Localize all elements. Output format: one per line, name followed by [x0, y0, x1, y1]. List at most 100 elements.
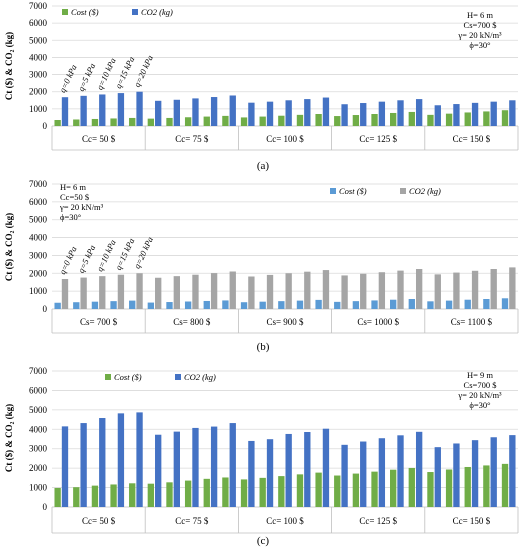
bar-cost: [54, 302, 61, 309]
bar-co2: [210, 273, 218, 309]
y-tick-label: 3000: [29, 444, 48, 454]
bar-co2: [490, 437, 497, 507]
bar-co2: [61, 426, 69, 507]
group-label: Cc= 50 $: [82, 134, 116, 144]
bar-cost: [315, 472, 322, 507]
bar-cost: [203, 300, 210, 309]
bar-co2: [341, 275, 348, 309]
y-tick-label: 0: [43, 121, 48, 131]
legend-label: CO2 (kg): [409, 186, 441, 196]
legend-swatch: [105, 374, 111, 380]
bar-cost: [278, 301, 285, 309]
bar-co2: [509, 267, 516, 309]
y-tick-label: 5000: [29, 215, 48, 225]
bar-co2: [378, 101, 386, 126]
bar-cost: [278, 476, 285, 507]
y-tick-label: 6000: [29, 18, 48, 28]
panel-caption: (b): [257, 341, 270, 353]
bar-co2: [453, 272, 460, 309]
bar-co2: [471, 440, 479, 507]
bar-co2: [360, 273, 367, 309]
bar-cost: [296, 474, 304, 507]
bar-co2: [136, 412, 143, 507]
params-line: ϕ=30°: [469, 40, 490, 50]
y-tick-label: 7000: [29, 1, 48, 11]
bar-cost: [352, 473, 360, 507]
y-tick-label: 1000: [29, 104, 48, 114]
bar-cost: [129, 117, 136, 126]
bar-cost: [334, 116, 341, 126]
group-label: Cc= 75 $: [175, 134, 209, 144]
bar-co2: [471, 270, 479, 309]
bar-cost: [483, 111, 490, 126]
bar-co2: [248, 102, 255, 126]
bar-cost: [129, 300, 136, 309]
bar-cost: [54, 120, 61, 126]
bar-cost: [315, 299, 322, 309]
bar-co2: [285, 433, 292, 507]
q-label: q=0 kPa: [57, 63, 79, 94]
params-line: γ= 20 kN/m³: [457, 30, 502, 40]
bar-cost: [464, 299, 471, 309]
bar-co2: [80, 95, 87, 126]
params-line: γ= 20 kN/m³: [457, 390, 502, 400]
bar-co2: [322, 97, 330, 126]
group-label: Cs= 1100 $: [451, 317, 493, 327]
bar-co2: [266, 439, 274, 507]
params-line: γ= 20 kN/m³: [59, 202, 104, 212]
bar-cost: [110, 301, 117, 309]
y-tick-label: 7000: [29, 179, 48, 189]
bar-cost: [184, 480, 192, 507]
bar-cost: [54, 487, 61, 507]
bar-co2: [490, 269, 497, 309]
y-tick-label: 1000: [29, 286, 48, 296]
bar-co2: [61, 279, 69, 309]
bar-co2: [173, 276, 180, 309]
legend-swatch: [62, 9, 68, 15]
y-tick-label: 6000: [29, 385, 48, 395]
bar-cost: [110, 484, 117, 507]
legend-label: CO2 (kg): [141, 7, 173, 17]
y-axis-label: Ct ($) & CO₂ (kg): [4, 213, 14, 281]
panel-caption: (a): [257, 160, 270, 172]
bar-cost: [408, 467, 415, 507]
q-label: q=5 kPa: [76, 62, 98, 93]
y-axis-label: Ct ($) & CO₂ (kg): [4, 32, 14, 100]
bar-co2: [415, 269, 423, 309]
bar-cost: [222, 300, 229, 309]
bar-cost: [129, 483, 136, 507]
params-line: H= 9 m: [467, 370, 493, 380]
bar-co2: [173, 99, 180, 126]
bar-co2: [509, 435, 516, 507]
bar-co2: [304, 271, 311, 309]
bar-co2: [341, 444, 348, 507]
bar-co2: [490, 101, 497, 126]
bar-cost: [371, 114, 378, 126]
bar-cost: [371, 471, 378, 507]
bar-cost: [501, 110, 509, 126]
y-tick-label: 4000: [29, 424, 48, 434]
bar-co2: [210, 97, 218, 126]
bar-cost: [259, 477, 266, 507]
bar-co2: [285, 100, 292, 126]
bar-cost: [184, 301, 192, 309]
legend-swatch: [175, 374, 181, 380]
params-line: ϕ=30°: [60, 212, 81, 222]
y-tick-label: 2000: [29, 268, 48, 278]
bar-co2: [117, 413, 125, 507]
bar-co2: [192, 274, 199, 309]
bar-co2: [229, 271, 236, 309]
chart-panel-3: 0 1000 2000 3000 4000 5000 6000 7000 Ct ($) & CO…: [4, 366, 519, 547]
y-tick-label: 2000: [29, 87, 48, 97]
group-label: Cc= 50 $: [82, 516, 116, 526]
group-label: Cc= 150 $: [453, 134, 491, 144]
y-tick-label: 0: [43, 502, 48, 512]
bar-cost: [390, 112, 397, 126]
group-label: Cc= 100 $: [266, 134, 304, 144]
bar-cost: [464, 112, 471, 126]
bar-cost: [240, 479, 248, 507]
bar-cost: [166, 302, 173, 309]
bar-co2: [266, 274, 274, 309]
bar-cost: [315, 114, 322, 126]
